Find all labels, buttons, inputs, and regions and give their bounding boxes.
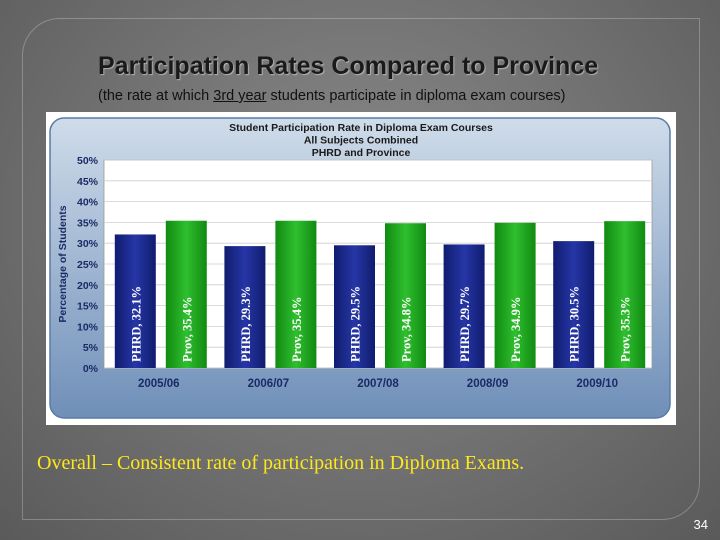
data-label: PHRD, 29.3%	[239, 286, 253, 362]
y-tick-label: 45%	[77, 176, 99, 188]
bar-prov-2005-06	[165, 220, 207, 368]
chart-container: PHRD, 32.1% Prov, 35.4% PHRD, 29.3% Prov, 3…	[46, 112, 676, 425]
bar-prov-2007-08	[385, 223, 426, 368]
y-tick-label: 25%	[77, 259, 99, 271]
y-tick-label: 30%	[77, 238, 99, 250]
chart-title-line: Student Participation Rate in Diploma Ex…	[229, 122, 493, 134]
chart-title: Student Participation Rate in Diploma Ex…	[229, 122, 493, 159]
slide-frame	[22, 18, 700, 520]
y-tick-label: 20%	[77, 280, 99, 292]
x-tick-label: 2005/06	[138, 378, 180, 390]
data-label: Prov, 35.4%	[290, 297, 304, 362]
subtitle-pre: (the rate at which	[98, 88, 214, 104]
y-tick-label: 40%	[77, 197, 99, 209]
bar-phrd-2006-07	[224, 246, 266, 368]
bar-phrd-2008-09	[443, 244, 485, 368]
slide-subtitle: (the rate at which 3rd year students par…	[98, 88, 698, 104]
participation-chart: PHRD, 32.1% Prov, 35.4% PHRD, 29.3% Prov, 3…	[49, 117, 671, 419]
y-tick-labels: 0% 5% 10% 15% 20% 25% 30% 35% 40% 45% 50%	[77, 155, 99, 375]
chart-title-line: PHRD and Province	[312, 147, 411, 159]
x-tick-label: 2007/08	[357, 378, 399, 390]
y-tick-label: 10%	[77, 321, 99, 333]
bar-prov-2009-10	[604, 221, 646, 368]
y-tick-label: 50%	[77, 155, 99, 167]
x-tick-label: 2006/07	[248, 378, 290, 390]
slide-caption: Overall – Consistent rate of participati…	[37, 452, 525, 474]
bar-phrd-2005-06	[114, 234, 156, 368]
bars-group: PHRD, 32.1% Prov, 35.4% PHRD, 29.3% Prov, 3…	[114, 220, 646, 368]
y-tick-label: 35%	[77, 217, 99, 229]
y-tick-label: 5%	[83, 342, 99, 354]
data-label: PHRD, 30.5%	[568, 286, 582, 362]
data-label: PHRD, 32.1%	[129, 286, 143, 362]
data-label: Prov, 35.3%	[619, 297, 633, 362]
y-tick-label: 0%	[83, 363, 99, 375]
data-label: Prov, 34.9%	[509, 297, 523, 362]
bar-prov-2006-07	[275, 220, 317, 368]
data-label: PHRD, 29.5%	[349, 286, 363, 362]
x-tick-label: 2009/10	[576, 378, 618, 390]
chart-title-line: All Subjects Combined	[304, 135, 418, 147]
x-tick-labels: 2005/06 2006/07 2007/08 2008/09 2009/10	[138, 378, 618, 390]
bar-prov-2008-09	[494, 222, 536, 368]
data-label: Prov, 34.8%	[400, 297, 414, 362]
y-tick-label: 15%	[77, 301, 99, 313]
data-label: Prov, 35.4%	[180, 297, 194, 362]
subtitle-post: students participate in diploma exam cou…	[266, 88, 566, 104]
slide-title: Participation Rates Compared to Province	[98, 52, 599, 80]
page-number: 34	[693, 517, 708, 532]
y-axis-label: Percentage of Students	[57, 205, 69, 322]
data-label: PHRD, 29.7%	[458, 286, 472, 362]
x-tick-label: 2008/09	[467, 378, 509, 390]
bar-phrd-2007-08	[334, 245, 375, 368]
bar-phrd-2009-10	[553, 241, 595, 368]
subtitle-underlined: 3rd year	[213, 88, 267, 104]
